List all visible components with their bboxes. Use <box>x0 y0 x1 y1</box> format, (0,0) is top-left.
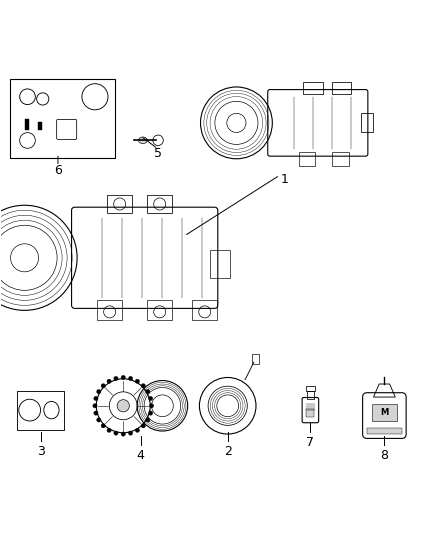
Circle shape <box>107 428 111 432</box>
Circle shape <box>94 411 98 415</box>
Circle shape <box>11 244 39 272</box>
Circle shape <box>217 395 239 417</box>
Circle shape <box>94 396 98 401</box>
Bar <box>332 82 351 94</box>
Bar <box>17 391 64 430</box>
Circle shape <box>101 384 106 388</box>
Bar <box>332 151 349 166</box>
Bar <box>107 195 132 213</box>
Bar <box>147 195 172 213</box>
Bar <box>39 123 42 130</box>
Bar <box>307 391 314 399</box>
Circle shape <box>145 418 150 422</box>
Bar <box>210 251 230 278</box>
Circle shape <box>227 114 246 133</box>
Circle shape <box>121 375 125 379</box>
Circle shape <box>96 390 101 394</box>
Circle shape <box>114 376 118 381</box>
Bar <box>97 300 122 320</box>
Circle shape <box>148 411 153 415</box>
Bar <box>307 409 314 417</box>
Bar <box>372 403 396 421</box>
Circle shape <box>135 428 140 432</box>
Circle shape <box>135 379 140 383</box>
Circle shape <box>121 432 125 436</box>
Ellipse shape <box>138 137 147 143</box>
Text: 1: 1 <box>280 173 288 186</box>
Circle shape <box>141 424 145 428</box>
Bar <box>25 119 29 130</box>
Text: M: M <box>380 408 389 417</box>
Circle shape <box>107 379 111 383</box>
Bar <box>361 114 373 133</box>
Circle shape <box>149 403 154 408</box>
Bar <box>306 386 315 391</box>
Bar <box>299 151 315 166</box>
Text: 5: 5 <box>154 147 162 160</box>
Circle shape <box>96 418 101 422</box>
Text: 2: 2 <box>224 445 232 458</box>
Text: 3: 3 <box>37 445 45 458</box>
Bar <box>304 82 322 94</box>
Text: 4: 4 <box>137 449 145 462</box>
Circle shape <box>128 376 133 381</box>
Circle shape <box>128 431 133 435</box>
Bar <box>147 300 172 320</box>
Circle shape <box>148 396 153 401</box>
Bar <box>10 79 115 158</box>
Circle shape <box>117 400 129 412</box>
Bar <box>252 353 259 365</box>
Circle shape <box>141 384 145 388</box>
Text: 8: 8 <box>380 449 389 462</box>
Bar <box>367 427 402 434</box>
Circle shape <box>114 431 118 435</box>
Circle shape <box>153 135 163 146</box>
Circle shape <box>93 403 97 408</box>
Circle shape <box>101 424 106 428</box>
Circle shape <box>145 390 150 394</box>
Text: 6: 6 <box>54 164 62 177</box>
Text: 7: 7 <box>307 436 314 449</box>
Bar <box>192 300 217 320</box>
